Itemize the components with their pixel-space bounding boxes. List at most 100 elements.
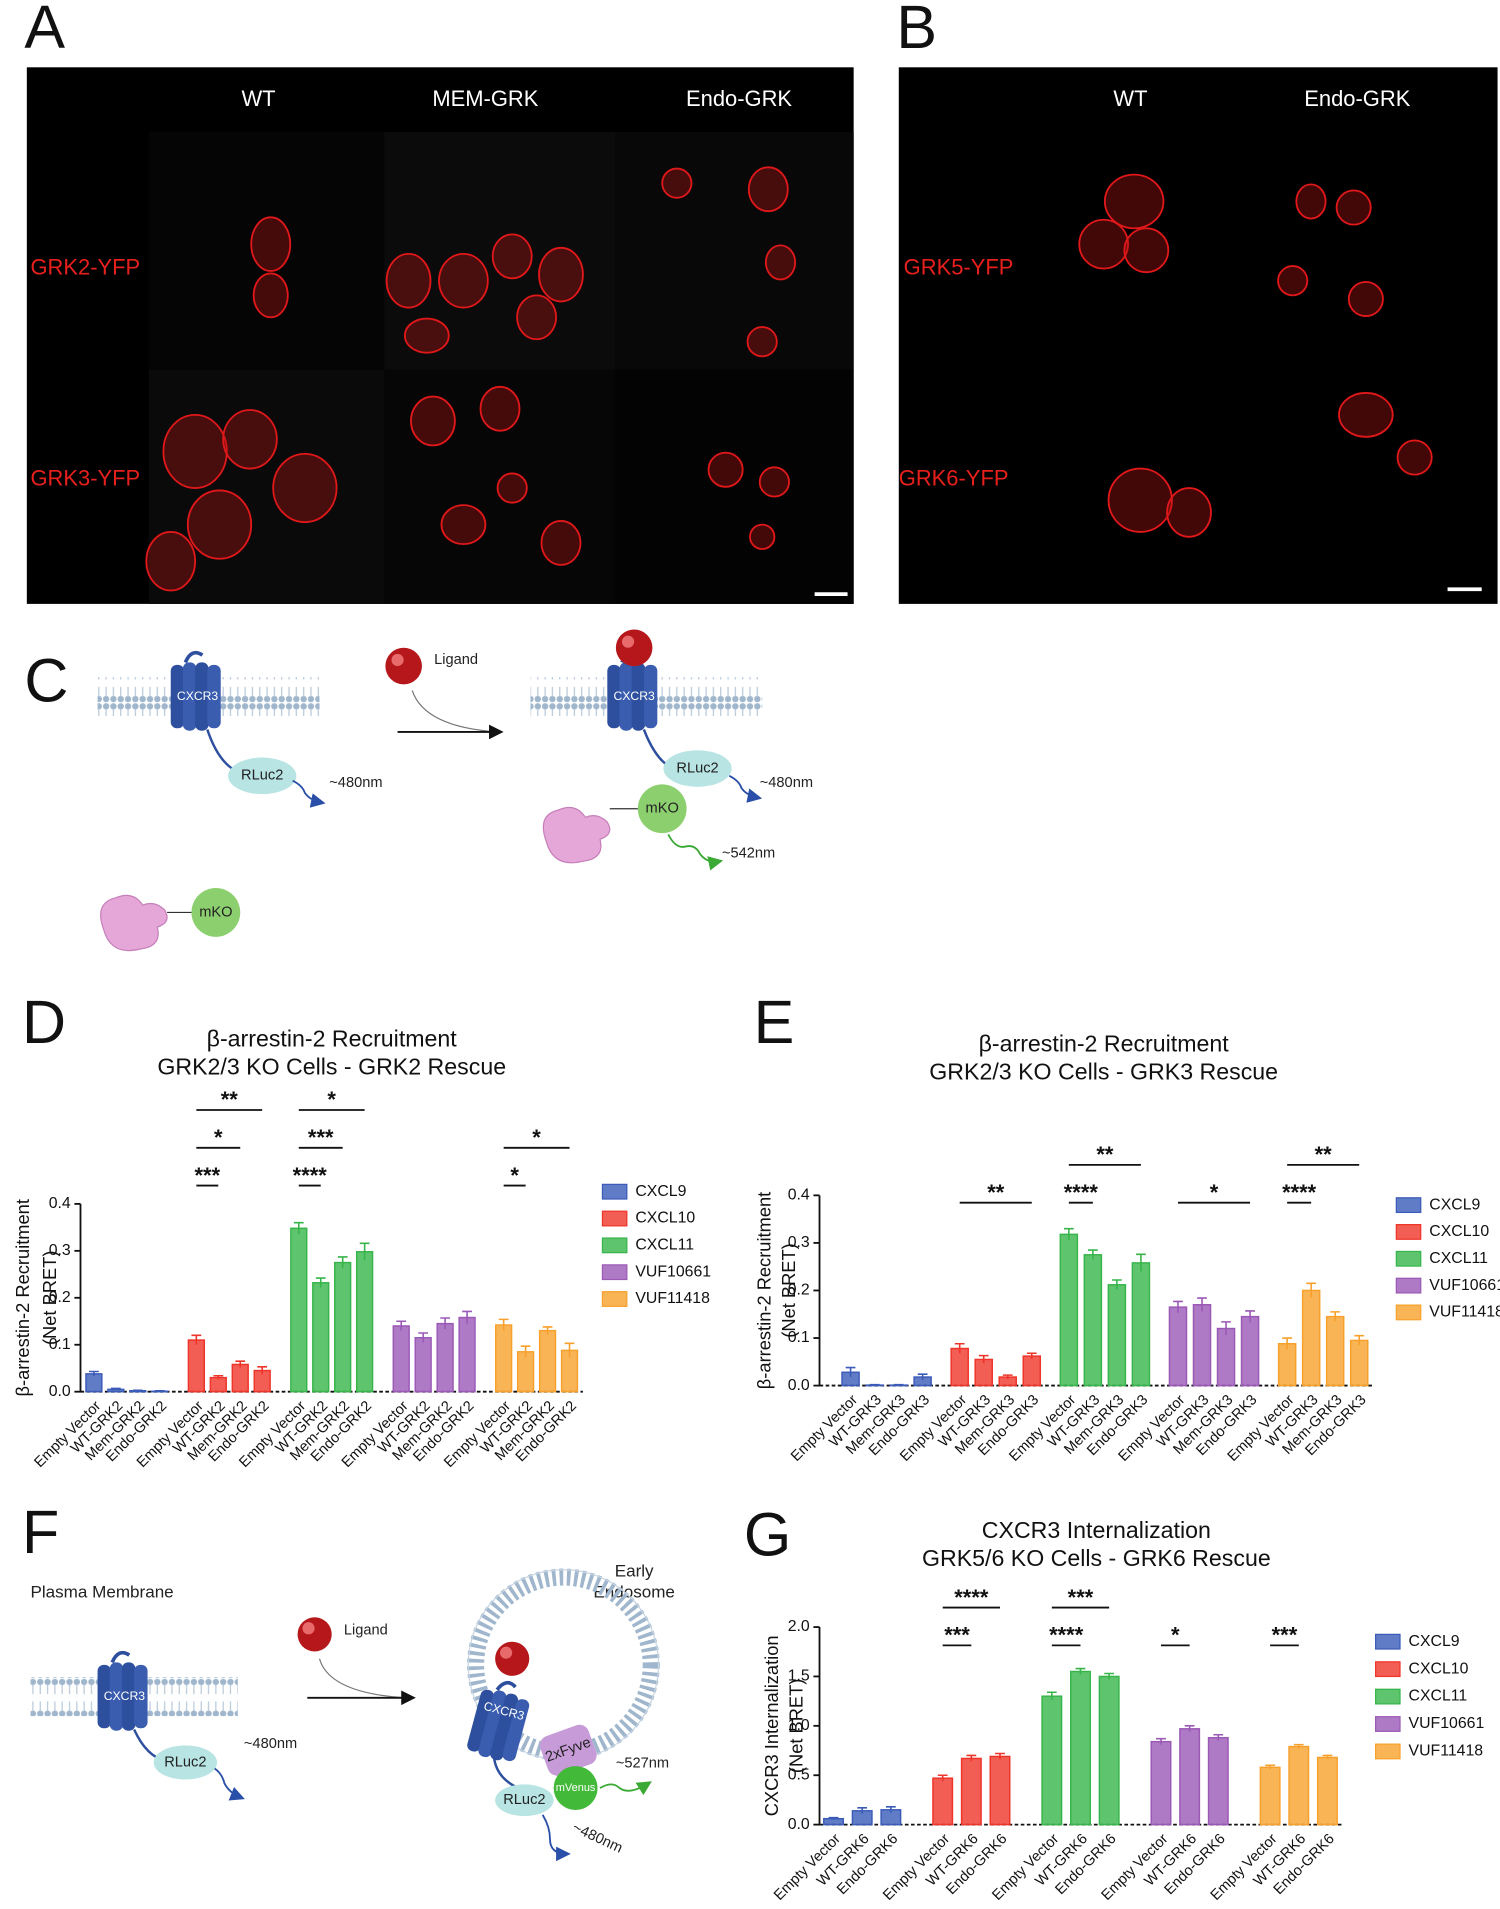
legend-swatch [601,1237,628,1254]
panel-letter: A [24,0,65,61]
panel-letter: E [754,988,795,1056]
error-bar [1046,1691,1057,1701]
significance-label: ** [221,1087,239,1112]
legend-swatch [1395,1250,1422,1267]
receptor-label: CXCR3 [177,689,219,703]
legend-label: CXCL10 [1409,1660,1469,1677]
error-bar [954,1342,965,1354]
chart-subtitle: GRK2/3 KO Cells - GRK2 Rescue [157,1054,506,1080]
significance-label: *** [1272,1623,1298,1648]
y-axis-label: β-arrestin-2 Recruitment [12,1199,33,1396]
column-header: WT [1113,86,1147,111]
donor-label: RLuc2 [503,1792,545,1808]
y-tick-label: 0.2 [788,1282,810,1299]
cells [1078,173,1433,538]
bar [414,1336,432,1393]
column-header: WT [241,86,275,111]
donor-label: RLuc2 [676,760,718,776]
y-axis-label: CXCR3 Internalization [761,1635,782,1816]
error-bar [498,1318,509,1331]
significance-label: *** [944,1623,970,1648]
legend-swatch [1395,1277,1422,1294]
legend-label: VUF11418 [1429,1304,1500,1321]
bar [436,1322,454,1393]
significance-label: * [214,1125,223,1150]
error-bar [1026,1352,1037,1359]
legend-swatch [1395,1304,1422,1321]
error-bar [845,1366,856,1378]
error-bar [1063,1227,1074,1241]
legend-label: CXCL9 [1429,1196,1480,1213]
y-tick-label: 0.0 [788,1816,810,1833]
error-bar [1075,1667,1086,1675]
error-bar [917,1373,928,1380]
error-bar [966,1754,977,1762]
y-tick-label: 0.1 [49,1336,71,1353]
emission-label: ~480nm [570,1820,625,1857]
legend-label: VUF11418 [1409,1743,1484,1760]
bar [1301,1289,1321,1387]
significance-label: **** [1049,1623,1084,1648]
error-bar [1306,1282,1317,1298]
error-bar [1265,1764,1275,1770]
bar [932,1777,954,1826]
bar [1083,1254,1103,1387]
bar [1325,1315,1345,1387]
error-bar [257,1366,268,1375]
bar [290,1227,308,1393]
legend-swatch [601,1183,628,1200]
error-bar [337,1256,348,1269]
significance-label: * [1210,1180,1219,1205]
bar [355,1251,374,1393]
error-bar [235,1360,246,1368]
bar [334,1261,352,1393]
column-header: Endo-GRK [686,86,792,111]
emission-label: ~480nm [244,1736,297,1752]
column-header: MEM-GRK [432,86,538,111]
legend-swatch [601,1210,628,1227]
bar [960,1757,982,1826]
bar [1349,1339,1369,1387]
row-label: GRK6-YFP [899,465,1009,490]
error-bar [1184,1725,1195,1732]
cells [145,166,797,592]
y-tick-label: 0.2 [49,1289,71,1306]
bar [1207,1736,1229,1826]
y-tick-label: 0.0 [788,1377,810,1394]
bar [1041,1695,1063,1826]
error-bar [520,1345,531,1358]
compartment-label: Early [615,1562,654,1581]
error-bar [1221,1321,1231,1336]
emission-label: ~480nm [760,775,813,791]
legend-swatch [1375,1716,1401,1732]
row-label: GRK2-YFP [30,254,140,279]
error-bar [293,1221,304,1234]
chart-subtitle: GRK2/3 KO Cells - GRK3 Rescue [929,1059,1278,1085]
y-tick-label: 0.1 [788,1329,810,1346]
error-bar [1197,1297,1207,1312]
row-label: GRK5-YFP [904,254,1014,279]
bar [1022,1355,1042,1387]
bar [1107,1284,1127,1387]
error-bar [564,1342,575,1358]
bar [1179,1728,1201,1826]
y-tick-label: 1.5 [788,1668,810,1685]
bar [974,1358,993,1387]
bar [231,1363,249,1393]
donor-label: RLuc2 [164,1754,206,1770]
error-bar [1245,1310,1255,1323]
bar [458,1316,476,1393]
chart-title: β-arrestin-2 Recruitment [979,1030,1230,1056]
y-tick-label: 1.0 [788,1717,810,1734]
image-tile [148,131,385,370]
significance-label: ** [987,1180,1005,1205]
bar [1070,1670,1091,1826]
error-bar [1104,1672,1115,1680]
error-bar [462,1310,472,1324]
acceptor-label: mVenus [556,1782,596,1794]
y-tick-label: 0.4 [788,1187,810,1204]
error-bar [1293,1743,1304,1749]
bar [312,1282,330,1393]
significance-label: * [532,1125,541,1150]
bar [1316,1756,1338,1826]
